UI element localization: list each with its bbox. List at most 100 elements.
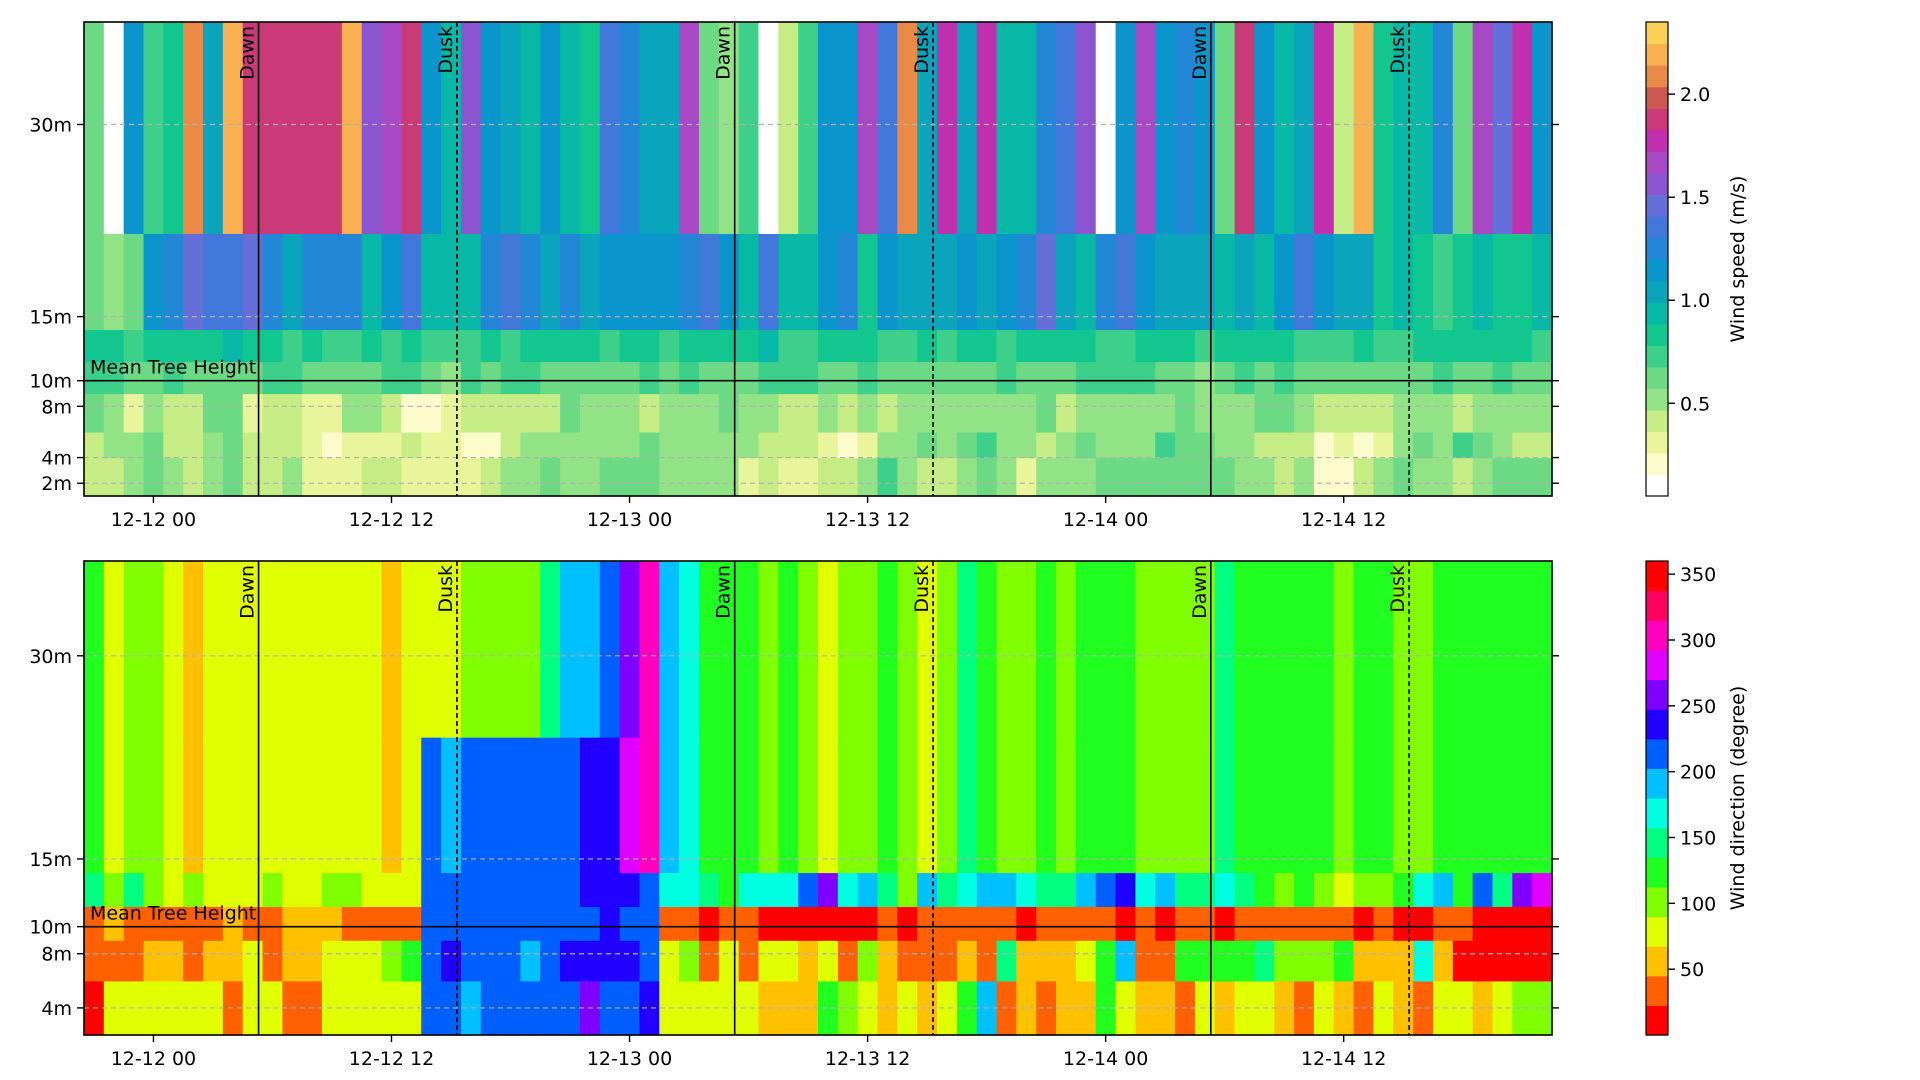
heatmap-cell (1214, 980, 1236, 1036)
heatmap-cell (857, 329, 879, 363)
heatmap-cell (163, 393, 184, 433)
heatmap-cell (738, 872, 760, 907)
heatmap-cell (421, 940, 442, 982)
heatmap-cell (381, 329, 403, 363)
heatmap-cell (460, 737, 482, 874)
heatmap-cell (1036, 737, 1057, 874)
heatmap-cell (1512, 393, 1533, 433)
heatmap-cell (798, 737, 819, 874)
heatmap-cell (143, 980, 164, 1036)
heatmap-cell (500, 361, 522, 395)
heatmap-cell (421, 872, 442, 907)
heatmap-cell (381, 940, 403, 982)
heatmap-cell (1175, 737, 1196, 874)
heatmap-cell (798, 233, 819, 331)
heatmap-cell (341, 233, 363, 331)
heatmap-cell (679, 431, 700, 459)
colorbar-segment (1646, 916, 1668, 947)
heatmap-cell (778, 457, 799, 497)
heatmap-cell (143, 737, 164, 874)
heatmap-cell (798, 906, 819, 941)
heatmap-cell (520, 906, 541, 941)
heatmap-cell (1075, 561, 1097, 738)
heatmap-cell (1333, 737, 1355, 874)
x-tick-label: 12-13 00 (587, 509, 672, 531)
heatmap-cell (1075, 361, 1097, 395)
heatmap-cell (103, 872, 125, 907)
heatmap-cell (698, 940, 720, 982)
heatmap-cell (1115, 737, 1137, 874)
y-tick-label: 8m (41, 396, 72, 418)
heatmap-cell (818, 431, 839, 459)
heatmap-cell (441, 940, 462, 982)
tree-height-label: Mean Tree Height (90, 903, 256, 925)
heatmap-cell (520, 361, 541, 395)
heatmap-cell (1135, 940, 1156, 982)
heatmap-cell (956, 233, 978, 331)
heatmap-cell (1056, 457, 1077, 497)
heatmap-cell (1274, 457, 1295, 497)
heatmap-cell (1135, 872, 1156, 907)
heatmap-cell (560, 431, 581, 459)
heatmap-cell (520, 737, 541, 874)
heatmap-cell (1353, 940, 1375, 982)
heatmap-cell (1313, 980, 1335, 1036)
heatmap-cell (1373, 431, 1394, 459)
heatmap-cell (877, 22, 898, 234)
heatmap-cell (738, 233, 760, 331)
heatmap-cell (1254, 561, 1275, 738)
heatmap-cell (1313, 22, 1335, 234)
heatmap-cell (203, 457, 224, 497)
heatmap-cell (1075, 22, 1097, 234)
heatmap-cell (1155, 906, 1176, 941)
heatmap-cell (1333, 872, 1355, 907)
heatmap-cell (1294, 940, 1315, 982)
heatmap-cell (1373, 329, 1394, 363)
heatmap-cell (203, 872, 224, 907)
heatmap-cell (718, 872, 740, 907)
heatmap-cell (1155, 737, 1176, 874)
heatmap-cell (937, 561, 958, 738)
heatmap-cell (659, 872, 680, 907)
heatmap-cell (322, 233, 343, 331)
heatmap-cell (222, 872, 244, 907)
heatmap-cell (996, 906, 1017, 941)
heatmap-cell (1214, 457, 1236, 497)
colorbar: 50 100 150 200 250 300 350 Wind direction (degr… (1645, 560, 1749, 1036)
heatmap-cell (302, 431, 323, 459)
colorbar-segment (1646, 43, 1668, 66)
heatmap-cell (758, 233, 779, 331)
heatmap-cell (877, 457, 898, 497)
heatmap-cell (937, 233, 958, 331)
heatmap-cell (1512, 22, 1533, 234)
colorbar-tick-label: 150 (1680, 828, 1716, 850)
heatmap-cell (1492, 233, 1513, 331)
heatmap-cell (262, 737, 283, 874)
heatmap-cell (718, 431, 740, 459)
heatmap-cell (698, 906, 720, 941)
plot-frame (83, 21, 1553, 497)
heatmap-cell (738, 329, 760, 363)
heatmap-cell (1492, 872, 1513, 907)
heatmap-cell (520, 940, 541, 982)
heatmap-cell (1036, 22, 1057, 234)
heatmap-cell (956, 872, 978, 907)
heatmap-cell (143, 940, 164, 982)
heatmap-cell (401, 906, 422, 941)
heatmap-cell (837, 906, 859, 941)
dusk-label: Dusk (435, 26, 457, 74)
heatmap-cell (262, 457, 283, 497)
heatmap-cell (103, 561, 125, 738)
heatmap-cell (302, 561, 323, 738)
heatmap-cell (1115, 980, 1137, 1036)
heatmap-cell (956, 329, 978, 363)
heatmap-cell (1234, 906, 1256, 941)
heatmap-cell (937, 329, 958, 363)
heatmap-cell (1036, 561, 1057, 738)
heatmap-cell (123, 737, 145, 874)
colorbar-segment (1646, 151, 1668, 174)
heatmap-cell (361, 906, 383, 941)
heatmap-cell (738, 980, 760, 1036)
heatmap-cell (1353, 233, 1375, 331)
heatmap-cell (143, 361, 164, 395)
